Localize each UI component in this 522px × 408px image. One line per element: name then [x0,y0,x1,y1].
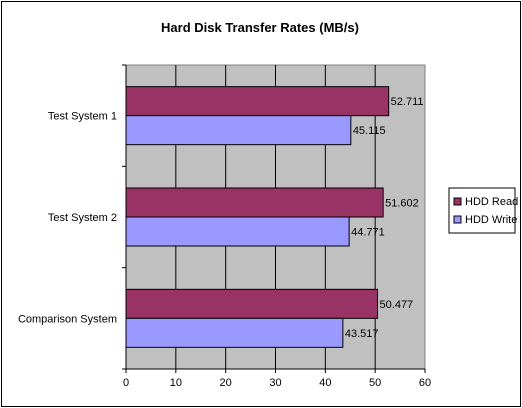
bars [125,86,390,348]
axes [122,64,426,373]
bar-hdd-read-0 [125,86,390,117]
x-tick-label-6: 60 [419,377,431,389]
x-tick-label-3: 30 [269,377,281,389]
x-tick-label-2: 20 [220,377,232,389]
legend: HDD Read HDD Write [448,187,518,234]
x-tick-label-5: 50 [369,377,381,389]
chart-title: Hard Disk Transfer Rates (MB/s) [161,20,359,35]
legend-swatch-hdd-read [453,197,462,206]
data-label-2-1: 43.517 [345,328,379,340]
category-label-2: Comparison System [18,313,117,325]
x-tick-label-1: 10 [170,377,182,389]
data-label-2-0: 50.477 [380,299,414,311]
legend-swatch-hdd-write [453,215,462,224]
data-label-0-1: 45.115 [353,125,386,137]
labels: 52.711 45.115 Test System 1 51.602 44.771 Tes… [18,96,431,389]
bar-hdd-write-2 [125,317,344,348]
legend-box [448,187,516,234]
x-tick-label-0: 0 [123,377,129,389]
legend-label-hdd-write: HDD Write [465,214,517,226]
x-tick-label-4: 40 [319,377,331,389]
data-label-0-0: 52.711 [391,96,424,108]
bar-hdd-write-0 [125,115,352,146]
legend-label-hdd-read: HDD Read [465,196,518,208]
bar-hdd-write-1 [125,216,350,247]
data-label-1-1: 44.771 [351,227,385,239]
bar-hdd-read-2 [125,288,379,319]
data-label-1-0: 51.602 [385,198,419,210]
category-label-0: Test System 1 [48,111,117,123]
category-label-1: Test System 2 [48,212,117,224]
bar-hdd-read-1 [125,187,384,218]
